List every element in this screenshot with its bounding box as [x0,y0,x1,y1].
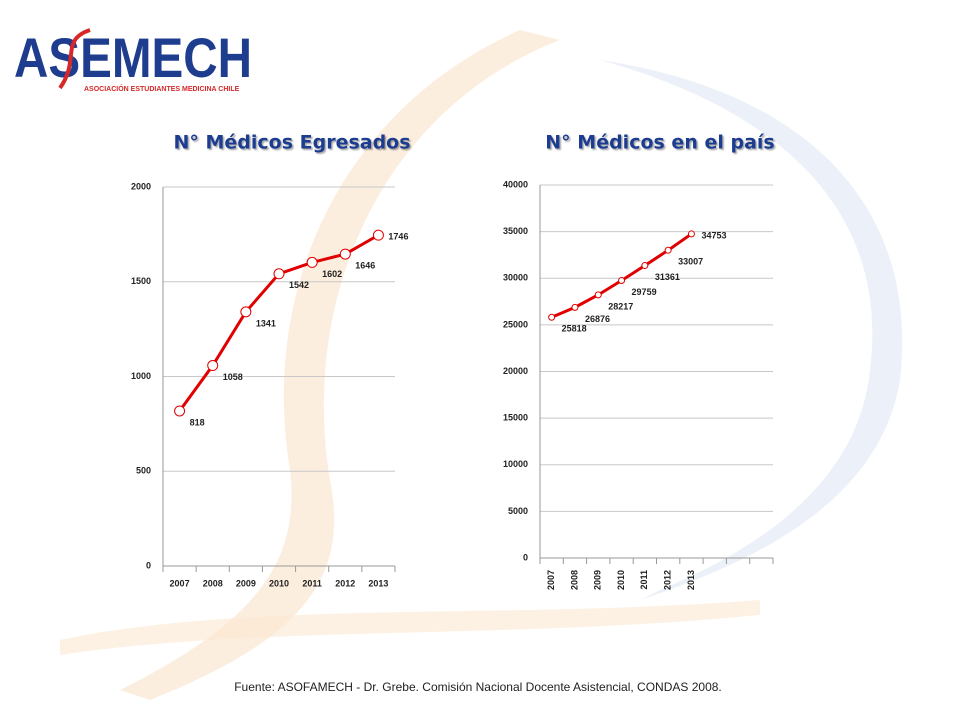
x-tick-label: 2007 [546,570,556,590]
data-point [687,230,695,238]
data-label: 33007 [678,257,703,267]
y-tick-label: 40000 [503,179,528,189]
data-point [273,268,285,280]
data-label: 1746 [388,232,408,242]
y-tick-label: 1000 [131,371,151,381]
x-tick-label: 2009 [593,570,603,590]
x-tick-label: 2013 [686,570,696,590]
data-point [174,405,186,417]
data-label: 1058 [223,372,243,382]
x-tick-label: 2010 [616,570,626,590]
data-label: 1542 [289,280,309,290]
x-tick-label: 2009 [236,578,256,588]
x-tick-label: 2007 [170,578,190,588]
y-tick-label: 20000 [503,366,528,376]
y-tick-label: 2000 [131,181,151,191]
y-tick-label: 25000 [503,319,528,329]
data-point [571,303,579,311]
y-tick-label: 500 [136,466,151,476]
data-line [178,233,380,412]
source-note: Fuente: ASOFAMECH - Dr. Grebe. Comisión … [234,680,722,694]
data-point [664,246,672,254]
data-point [339,248,351,260]
y-tick-label: 35000 [503,226,528,236]
x-tick-label: 2008 [203,578,223,588]
data-label: 31361 [655,272,680,282]
bg-swoosh [60,600,760,655]
bg-swoosh [120,30,560,700]
y-tick-label: 0 [523,552,528,562]
x-tick-label: 2012 [663,570,673,590]
x-tick-label: 2010 [269,578,289,588]
data-label: 1602 [322,269,342,279]
data-point [207,360,219,372]
data-point [372,229,384,241]
data-label: 34753 [701,230,726,240]
logo-name: ASEMECH [14,26,252,89]
chart-title: N° Médicos en el país [545,132,774,154]
data-label: 29759 [632,287,657,297]
data-label: 26876 [585,314,610,324]
x-tick-label: 2008 [569,570,579,590]
data-label: 818 [190,417,205,427]
data-point [240,306,252,318]
x-tick-label: 2011 [302,578,322,588]
data-point [618,276,626,284]
x-tick-label: 2013 [368,578,388,588]
data-label: 1341 [256,318,276,328]
y-tick-label: 1500 [131,276,151,286]
y-tick-label: 15000 [503,413,528,423]
logo-subtitle: ASOCIACIÓN ESTUDIANTES MEDICINA CHILE [84,84,240,93]
data-label: 1646 [355,260,375,270]
y-tick-label: 5000 [508,506,528,516]
chart-title: N° Médicos Egresados [173,132,410,154]
logo-swoosh [58,28,91,90]
x-tick-label: 2011 [639,570,649,590]
data-point [641,262,649,270]
x-tick-label: 2012 [335,578,355,588]
data-label: 28217 [608,301,633,311]
data-point [548,313,556,321]
y-tick-label: 0 [146,560,151,570]
data-point [306,256,318,268]
y-tick-label: 10000 [503,459,528,469]
data-label: 25818 [562,324,587,334]
data-point [594,291,602,299]
y-tick-label: 30000 [503,273,528,283]
